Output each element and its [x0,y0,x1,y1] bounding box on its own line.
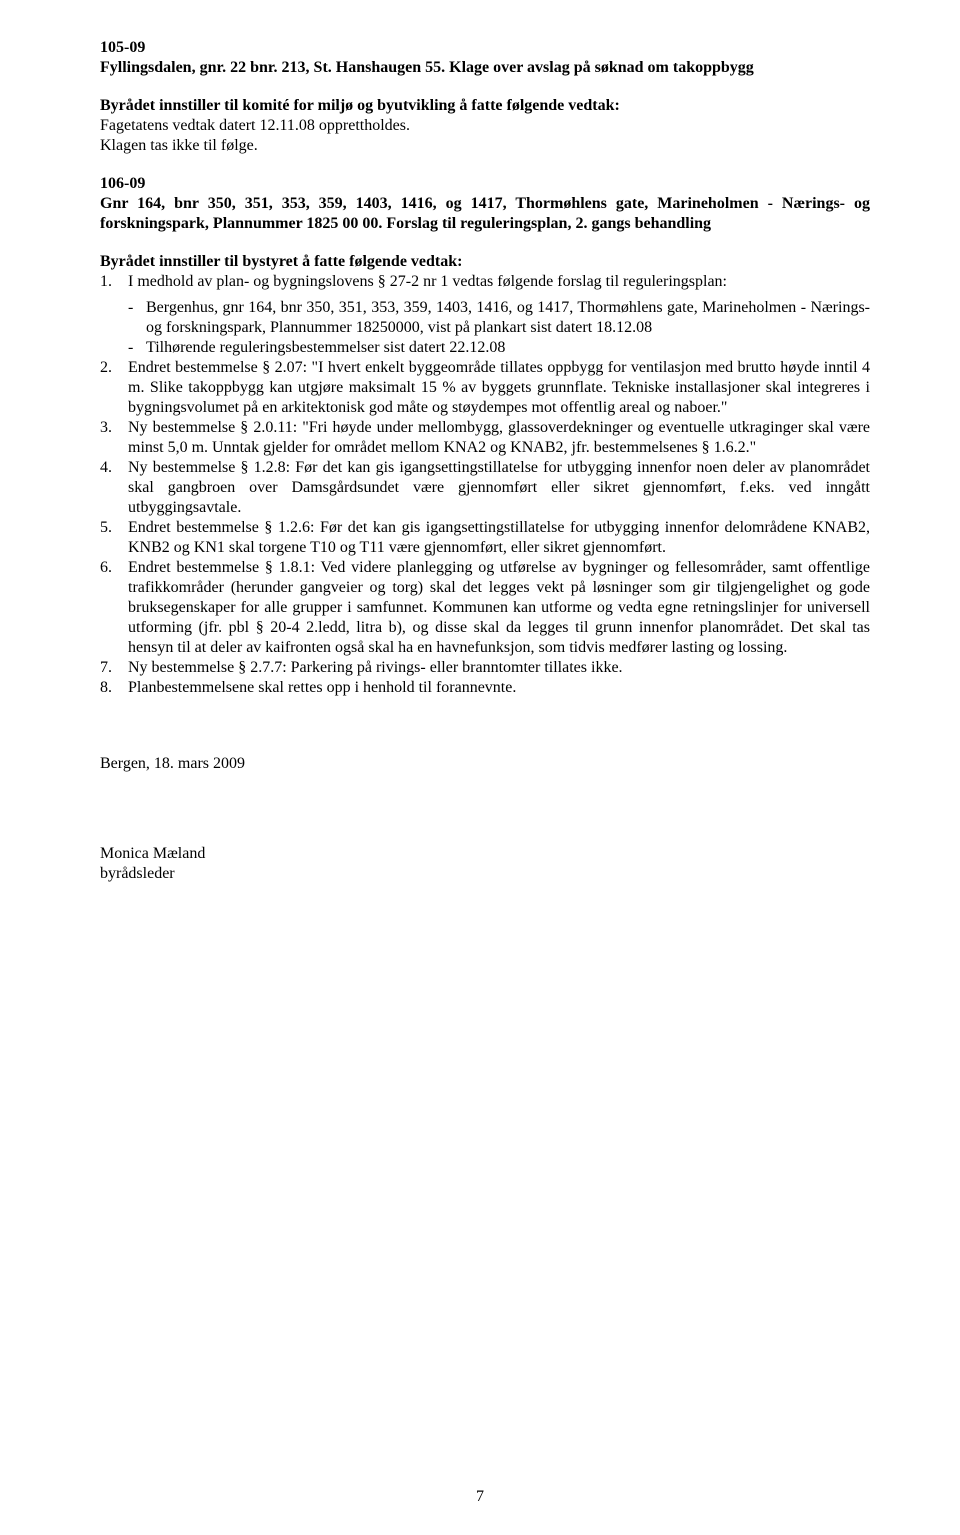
list-item: 2. Endret bestemmelse § 2.07: "I hvert e… [100,358,870,418]
motion-line-106: Byrådet innstiller til bystyret å fatte … [100,252,870,272]
item-body: Endret bestemmelse § 1.2.6: Før det kan … [128,518,870,558]
signatory-name: Monica Mæland [100,844,870,864]
list-item: 1. I medhold av plan- og bygningslovens … [100,272,870,292]
list-item: 3. Ny bestemmelse § 2.0.11: "Fri høyde u… [100,418,870,458]
decision-105a: Fagetatens vedtak datert 12.11.08 oppret… [100,116,870,136]
resolution-list: 1. I medhold av plan- og bygningslovens … [100,272,870,292]
place-date: Bergen, 18. mars 2009 [100,754,870,774]
item-body: Ny bestemmelse § 2.0.11: "Fri høyde unde… [128,418,870,458]
item-body: Endret bestemmelse § 2.07: "I hvert enke… [128,358,870,418]
sub-item-body: Tilhørende reguleringsbestemmelser sist … [146,338,870,358]
list-item: 5. Endret bestemmelse § 1.2.6: Før det k… [100,518,870,558]
item-body: Ny bestemmelse § 1.2.8: Før det kan gis … [128,458,870,518]
dash-icon: - [128,298,146,318]
item-body: Planbestemmelsene skal rettes opp i henh… [128,678,870,698]
list-item: - Bergenhus, gnr 164, bnr 350, 351, 353,… [128,298,870,338]
spacer [100,78,870,96]
item-body: Endret bestemmelse § 1.8.1: Ved videre p… [128,558,870,658]
motion-line-105: Byrådet innstiller til komité for miljø … [100,96,870,116]
resolution-list-cont: 2. Endret bestemmelse § 2.07: "I hvert e… [100,358,870,698]
item-number: 3. [100,418,128,438]
dash-icon: - [128,338,146,358]
spacer [100,698,870,754]
item-number: 1. [100,272,128,292]
list-item: 4. Ny bestemmelse § 1.2.8: Før det kan g… [100,458,870,518]
list-item: - Tilhørende reguleringsbestemmelser sis… [128,338,870,358]
item-number: 5. [100,518,128,538]
list-item: 8. Planbestemmelsene skal rettes opp i h… [100,678,870,698]
case-ref-105: 105-09 [100,38,870,58]
spacer [100,234,870,252]
sub-list: - Bergenhus, gnr 164, bnr 350, 351, 353,… [100,298,870,358]
spacer [100,774,870,844]
item-number: 4. [100,458,128,478]
item-body: I medhold av plan- og bygningslovens § 2… [128,272,870,292]
item-body: Ny bestemmelse § 2.7.7: Parkering på riv… [128,658,870,678]
item-number: 2. [100,358,128,378]
item-number: 8. [100,678,128,698]
spacer [100,156,870,174]
page-number: 7 [0,1487,960,1507]
list-item: 6. Endret bestemmelse § 1.8.1: Ved vider… [100,558,870,658]
case-ref-106: 106-09 [100,174,870,194]
item-number: 6. [100,558,128,578]
case-title-105: Fyllingsdalen, gnr. 22 bnr. 213, St. Han… [100,58,870,78]
case-title-106: Gnr 164, bnr 350, 351, 353, 359, 1403, 1… [100,194,870,234]
sub-item-body: Bergenhus, gnr 164, bnr 350, 351, 353, 3… [146,298,870,338]
document-page: 105-09 Fyllingsdalen, gnr. 22 bnr. 213, … [0,0,960,1535]
list-item: 7. Ny bestemmelse § 2.7.7: Parkering på … [100,658,870,678]
decision-105b: Klagen tas ikke til følge. [100,136,870,156]
item-number: 7. [100,658,128,678]
signatory-title: byrådsleder [100,864,870,884]
